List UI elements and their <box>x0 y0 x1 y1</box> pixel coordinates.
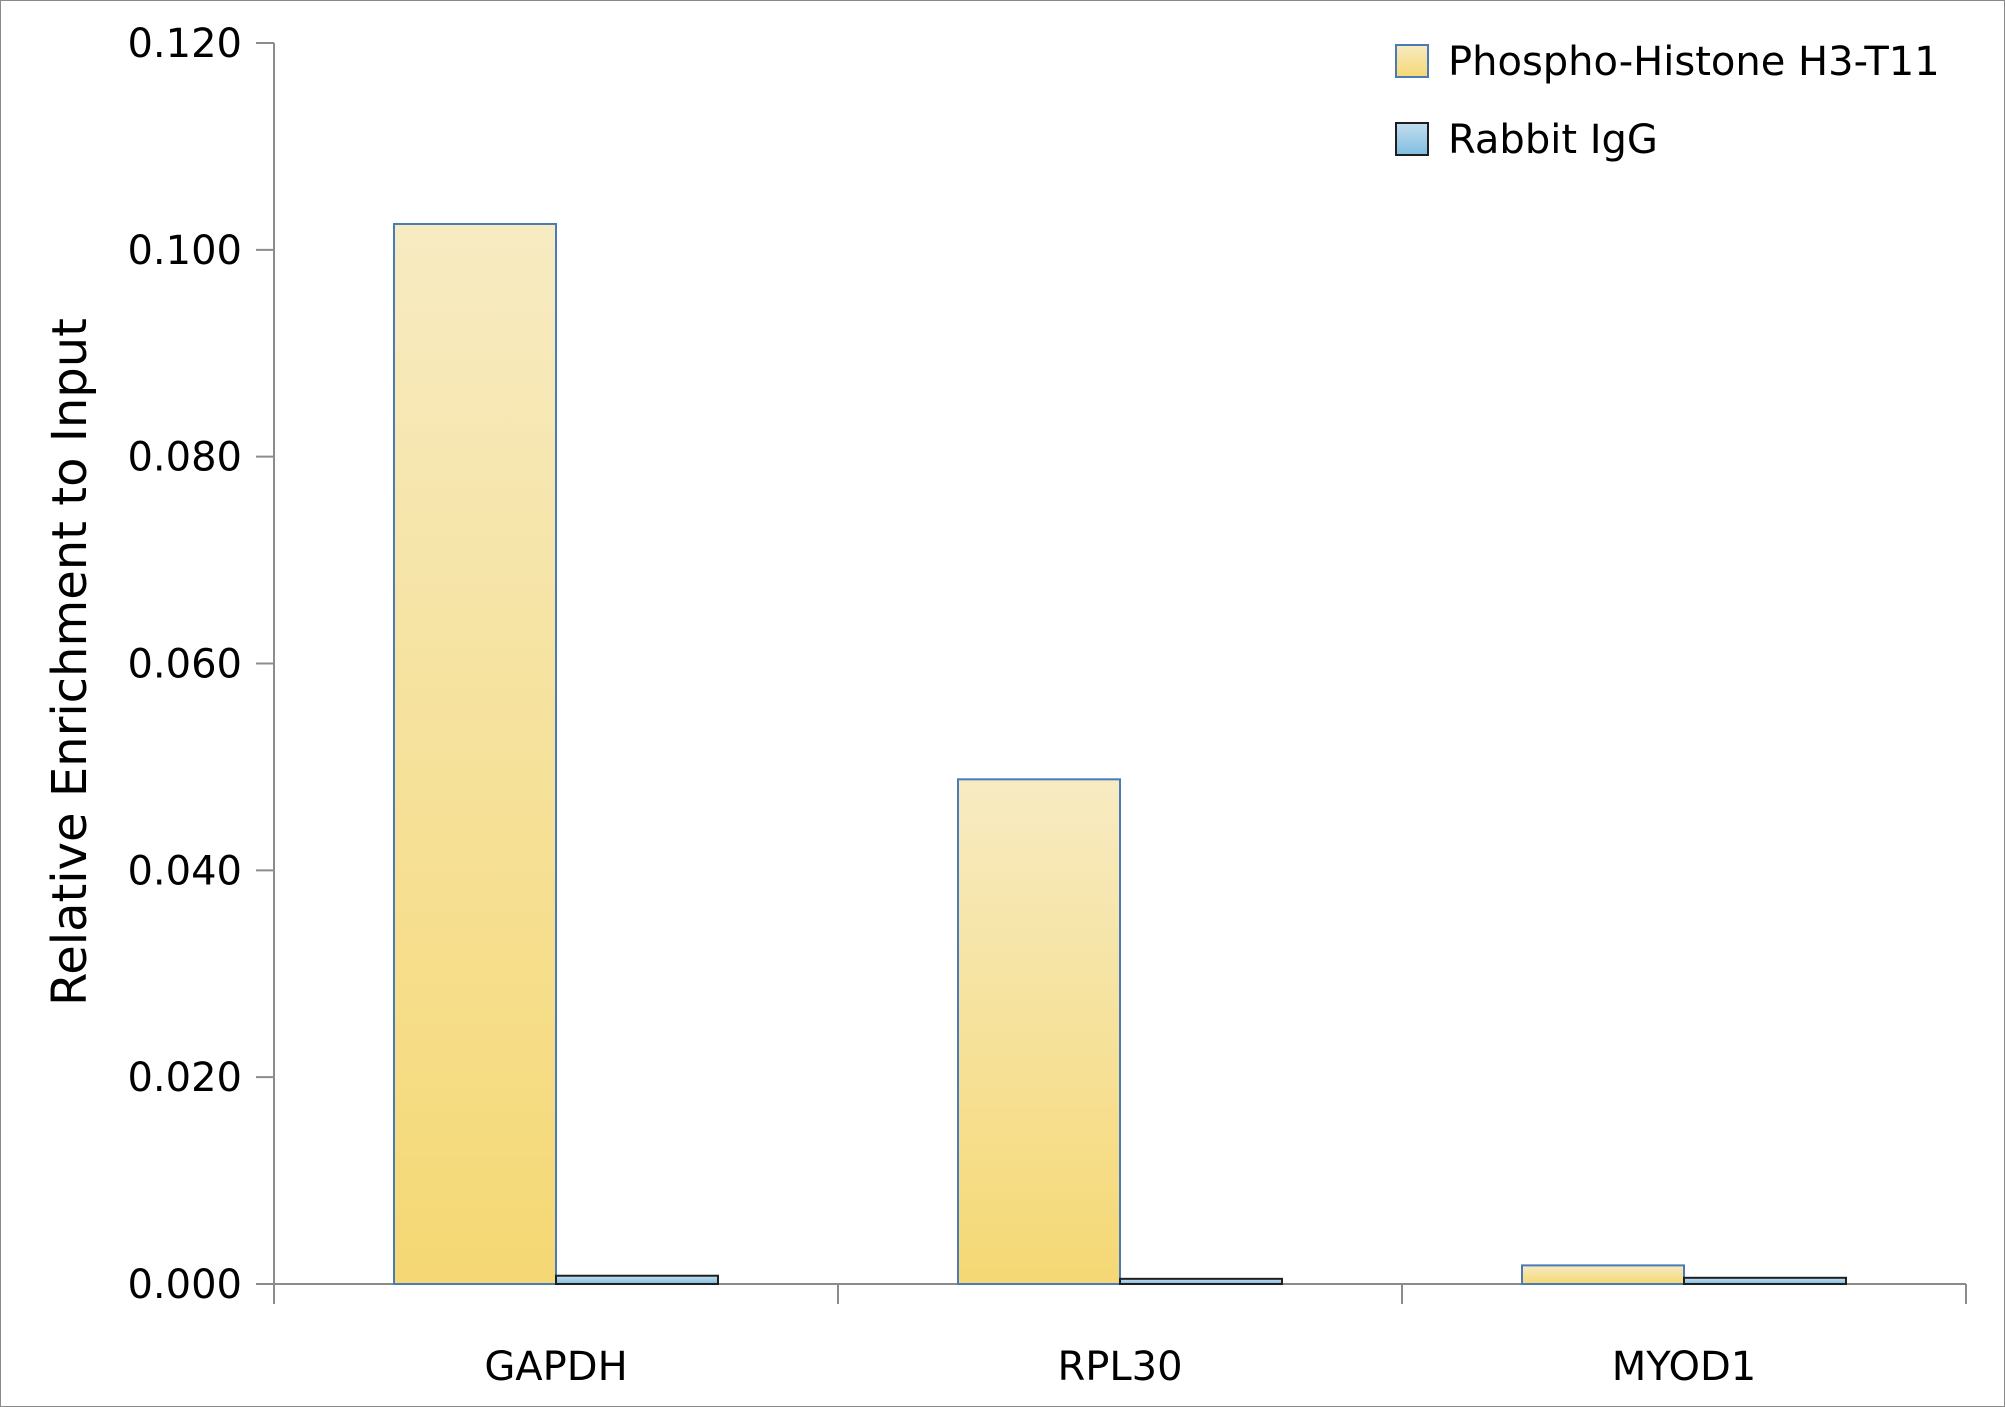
legend-label: Phospho-Histone H3-T11 <box>1448 39 1940 85</box>
y-tick-label: 0.020 <box>127 1055 242 1101</box>
legend-label: Rabbit IgG <box>1448 117 1658 163</box>
x-axis: GAPDH RPL30 MYOD1 <box>273 1283 1967 1390</box>
y-tick-label: 0.040 <box>127 848 242 894</box>
y-tick-label: 0.100 <box>127 228 242 274</box>
bar-gapdh-series-2 <box>555 1274 719 1286</box>
bar-gapdh-series-1 <box>393 222 557 1286</box>
bar-myod1-series-2 <box>1683 1276 1847 1286</box>
y-tick-label: 0.080 <box>127 435 242 481</box>
y-tick-label: 0.060 <box>127 642 242 688</box>
y-tick-label: 0.000 <box>127 1262 242 1308</box>
bar-rpl30-series-1 <box>957 778 1121 1285</box>
legend-swatch <box>1395 122 1429 156</box>
legend-swatch <box>1395 44 1429 78</box>
bar-myod1-series-1 <box>1521 1264 1685 1286</box>
y-axis-title: Relative Enrichment to Input <box>42 318 98 1006</box>
x-tick-label: GAPDH <box>484 1344 627 1390</box>
y-tick-label: 0.120 <box>127 21 242 67</box>
legend: Phospho-Histone H3-T11 Rabbit IgG <box>1395 39 1940 163</box>
y-axis: 0.000 0.020 0.040 0.060 0.080 0.100 0.120 <box>127 21 275 1308</box>
bar-rpl30-series-2 <box>1119 1277 1283 1286</box>
x-tick-label: MYOD1 <box>1612 1344 1757 1390</box>
x-tick-label: RPL30 <box>1057 1344 1182 1390</box>
bars <box>393 222 1847 1286</box>
